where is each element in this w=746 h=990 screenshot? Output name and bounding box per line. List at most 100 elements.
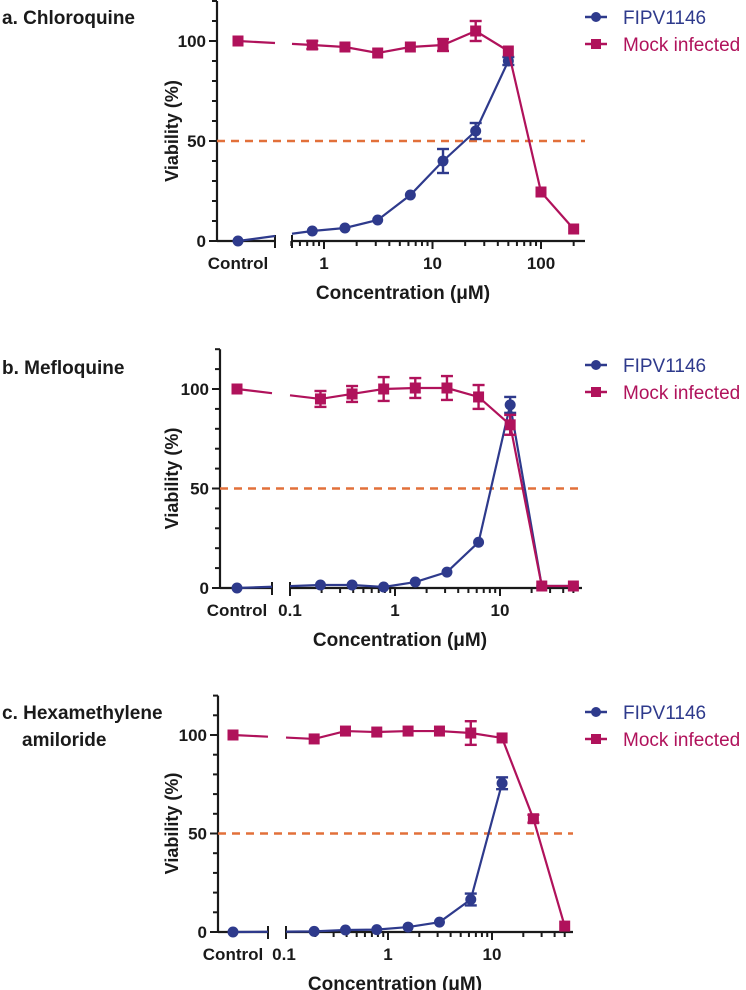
- series-line-control: [232, 733, 269, 738]
- data-point: [473, 536, 485, 548]
- data-point: [502, 45, 514, 57]
- legend-label-fipv: FIPV1146: [623, 703, 706, 724]
- data-point-control: [232, 235, 244, 247]
- legend-label-fipv: FIPV1146: [623, 8, 706, 29]
- data-point-control: [227, 926, 239, 938]
- panel-b: 0 50 100 Viability (%) Control 0.1 1 10Concentr…: [162, 348, 740, 651]
- legend-label-mock: Mock infected: [623, 35, 740, 56]
- y-tick-label: 50: [190, 480, 209, 499]
- panel-a: 0 50 100 Viability (%) Control 1 10 100 Concentr…: [162, 0, 740, 304]
- series-line-control: [236, 585, 273, 590]
- data-point: [339, 222, 351, 234]
- legend-square-icon: [591, 387, 601, 397]
- data-point: [404, 189, 416, 201]
- y-axis-label: Viability (%): [162, 80, 182, 182]
- x-tick-label: 10: [423, 254, 442, 273]
- data-point: [378, 581, 390, 593]
- data-point: [346, 579, 358, 591]
- x-tick-label: Control: [207, 601, 267, 620]
- data-point: [372, 214, 384, 226]
- data-point: [465, 893, 477, 905]
- data-point: [339, 41, 351, 53]
- data-point: [559, 920, 571, 932]
- data-point: [306, 39, 318, 51]
- y-axis-label: Viability (%): [162, 428, 182, 530]
- panel-b-title: b. Mefloquine: [2, 358, 124, 379]
- data-point: [339, 924, 351, 936]
- y-tick-label: 0: [198, 923, 207, 942]
- data-point: [535, 186, 547, 198]
- x-tick-label: 10: [491, 601, 510, 620]
- y-tick-label: 100: [179, 726, 207, 745]
- data-point: [371, 726, 383, 738]
- legend-label-mock: Mock infected: [623, 383, 740, 404]
- data-point: [568, 223, 580, 235]
- data-point: [372, 47, 384, 59]
- series-fipv: [227, 776, 509, 938]
- data-point: [437, 155, 449, 167]
- series-line-control: [236, 387, 273, 395]
- data-point: [308, 733, 320, 745]
- data-point: [314, 393, 326, 405]
- series-fipv: [232, 55, 515, 247]
- y-tick-label: 100: [181, 380, 209, 399]
- data-point: [437, 39, 449, 51]
- x-tick-label: 1: [383, 945, 392, 964]
- series-line: [285, 729, 566, 927]
- x-axis-label: Concentration (μM): [316, 283, 490, 304]
- data-point: [378, 383, 390, 395]
- panel-c-title-line1: c. Hexamethylene: [2, 703, 163, 724]
- data-point: [433, 916, 445, 928]
- data-point: [527, 813, 539, 825]
- series-line: [289, 404, 574, 589]
- panel-a-title: a. Chloroquine: [2, 8, 135, 29]
- series-mock: [227, 720, 571, 932]
- legend-square-icon: [591, 734, 601, 744]
- panel-c-title-line2: amiloride: [22, 730, 106, 751]
- data-point-control: [231, 582, 243, 594]
- data-point: [308, 925, 320, 937]
- data-point: [306, 225, 318, 237]
- x-tick-label: 100: [527, 254, 555, 273]
- data-point: [441, 382, 453, 394]
- data-point: [504, 419, 516, 431]
- data-point-control: [231, 383, 243, 395]
- legend-label-mock: Mock infected: [623, 730, 740, 751]
- legend-circle-icon: [591, 12, 601, 22]
- series-line: [289, 386, 574, 588]
- series-line: [291, 29, 575, 230]
- data-point: [470, 25, 482, 37]
- y-tick-label: 0: [197, 232, 206, 251]
- data-point: [465, 727, 477, 739]
- series-mock: [231, 374, 579, 592]
- data-point: [346, 388, 358, 400]
- data-point: [473, 391, 485, 403]
- data-point: [402, 725, 414, 737]
- data-point: [404, 41, 416, 53]
- series-line-control: [237, 39, 276, 45]
- y-tick-label: 50: [187, 132, 206, 151]
- legend-label-fipv: FIPV1146: [623, 356, 706, 377]
- x-axis-label: Concentration (μM): [308, 974, 482, 990]
- x-tick-label: 0.1: [278, 601, 302, 620]
- data-point: [496, 777, 508, 789]
- data-point: [470, 125, 482, 137]
- x-tick-label: Control: [203, 945, 263, 964]
- data-point: [496, 732, 508, 744]
- x-tick-label: 0.1: [272, 945, 296, 964]
- legend: FIPV1146 Mock infected: [585, 356, 740, 404]
- data-point: [409, 382, 421, 394]
- legend-square-icon: [591, 39, 601, 49]
- data-point-control: [227, 729, 239, 741]
- series-mock: [232, 19, 580, 235]
- y-tick-label: 100: [178, 32, 206, 51]
- data-point: [567, 580, 579, 592]
- series-line: [291, 60, 510, 235]
- series-line: [285, 782, 504, 933]
- data-point: [339, 725, 351, 737]
- data-point: [433, 725, 445, 737]
- legend-circle-icon: [591, 360, 601, 370]
- data-point: [504, 399, 516, 411]
- data-point: [314, 579, 326, 591]
- panel-c: 0 50 100 Viability (%) Control 0.1 1 10Concentr…: [162, 694, 740, 990]
